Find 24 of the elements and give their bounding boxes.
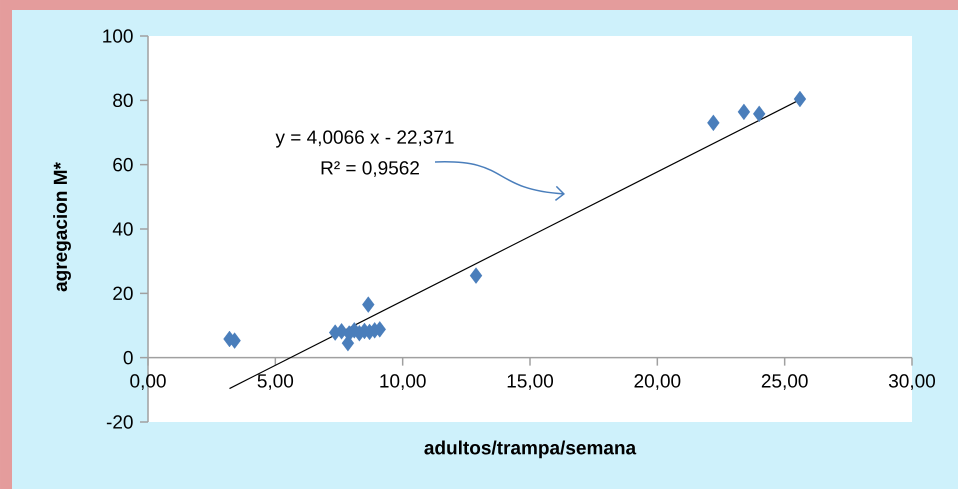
x-tick-label: 15,00 — [508, 374, 554, 390]
point — [753, 106, 766, 122]
y-tick-label: -20 — [106, 415, 133, 429]
y-tick-label: 20 — [113, 286, 133, 300]
point — [794, 90, 806, 108]
point — [707, 114, 720, 132]
annotation: y = 4,0066 x - 22,371 — [276, 130, 454, 148]
point — [470, 267, 482, 284]
x-tick-label: 30,00 — [888, 374, 936, 390]
x-tick-label: 5,00 — [258, 374, 294, 390]
x-tick-label: 0,00 — [130, 374, 166, 390]
x-tick-label: 25,00 — [762, 374, 808, 390]
annotation: R² = 0,9562 — [322, 161, 419, 177]
y-tick-label: 80 — [113, 94, 133, 108]
y-tick-label: 0 — [124, 350, 133, 364]
y-tick-label: 40 — [112, 222, 133, 236]
point — [738, 104, 750, 120]
x-tick-label: 20,00 — [634, 374, 680, 390]
y-tick-label: 100 — [103, 29, 133, 43]
y-axis-title: agregacion M* — [53, 162, 71, 292]
point — [362, 296, 374, 313]
x-tick-label: 10,00 — [380, 374, 426, 390]
y-tick-label: 60 — [113, 158, 133, 172]
x-axis-title: adultos/trampa/semana — [424, 440, 636, 458]
